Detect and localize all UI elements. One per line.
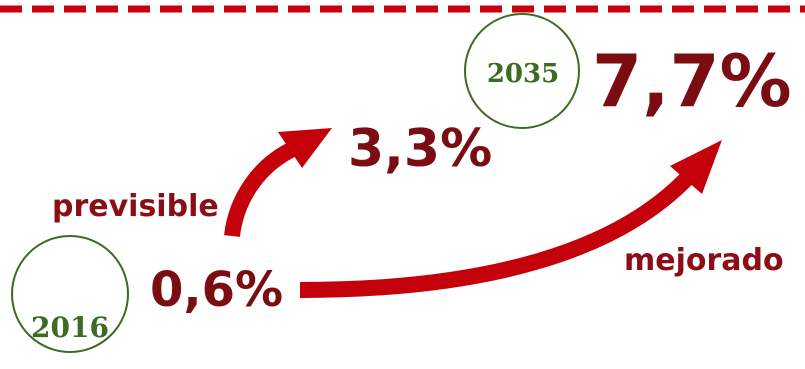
start-value: 0,6% [150, 262, 283, 318]
year-2016-badge: 2016 [11, 235, 129, 353]
year-2016-circle [11, 235, 129, 353]
previsible-arrow [224, 128, 332, 238]
year-2035-badge: 2035 [464, 13, 580, 129]
mejorado-value: 7,7% [592, 39, 792, 123]
year-2016-label: 2016 [31, 311, 109, 344]
mejorado-label: mejorado [624, 243, 784, 278]
mejorado-arrow [299, 140, 722, 298]
previsible-label: previsible [52, 189, 219, 224]
year-2035-label: 2035 [487, 59, 559, 89]
previsible-value: 3,3% [348, 119, 492, 179]
year-2035-circle [464, 13, 580, 129]
